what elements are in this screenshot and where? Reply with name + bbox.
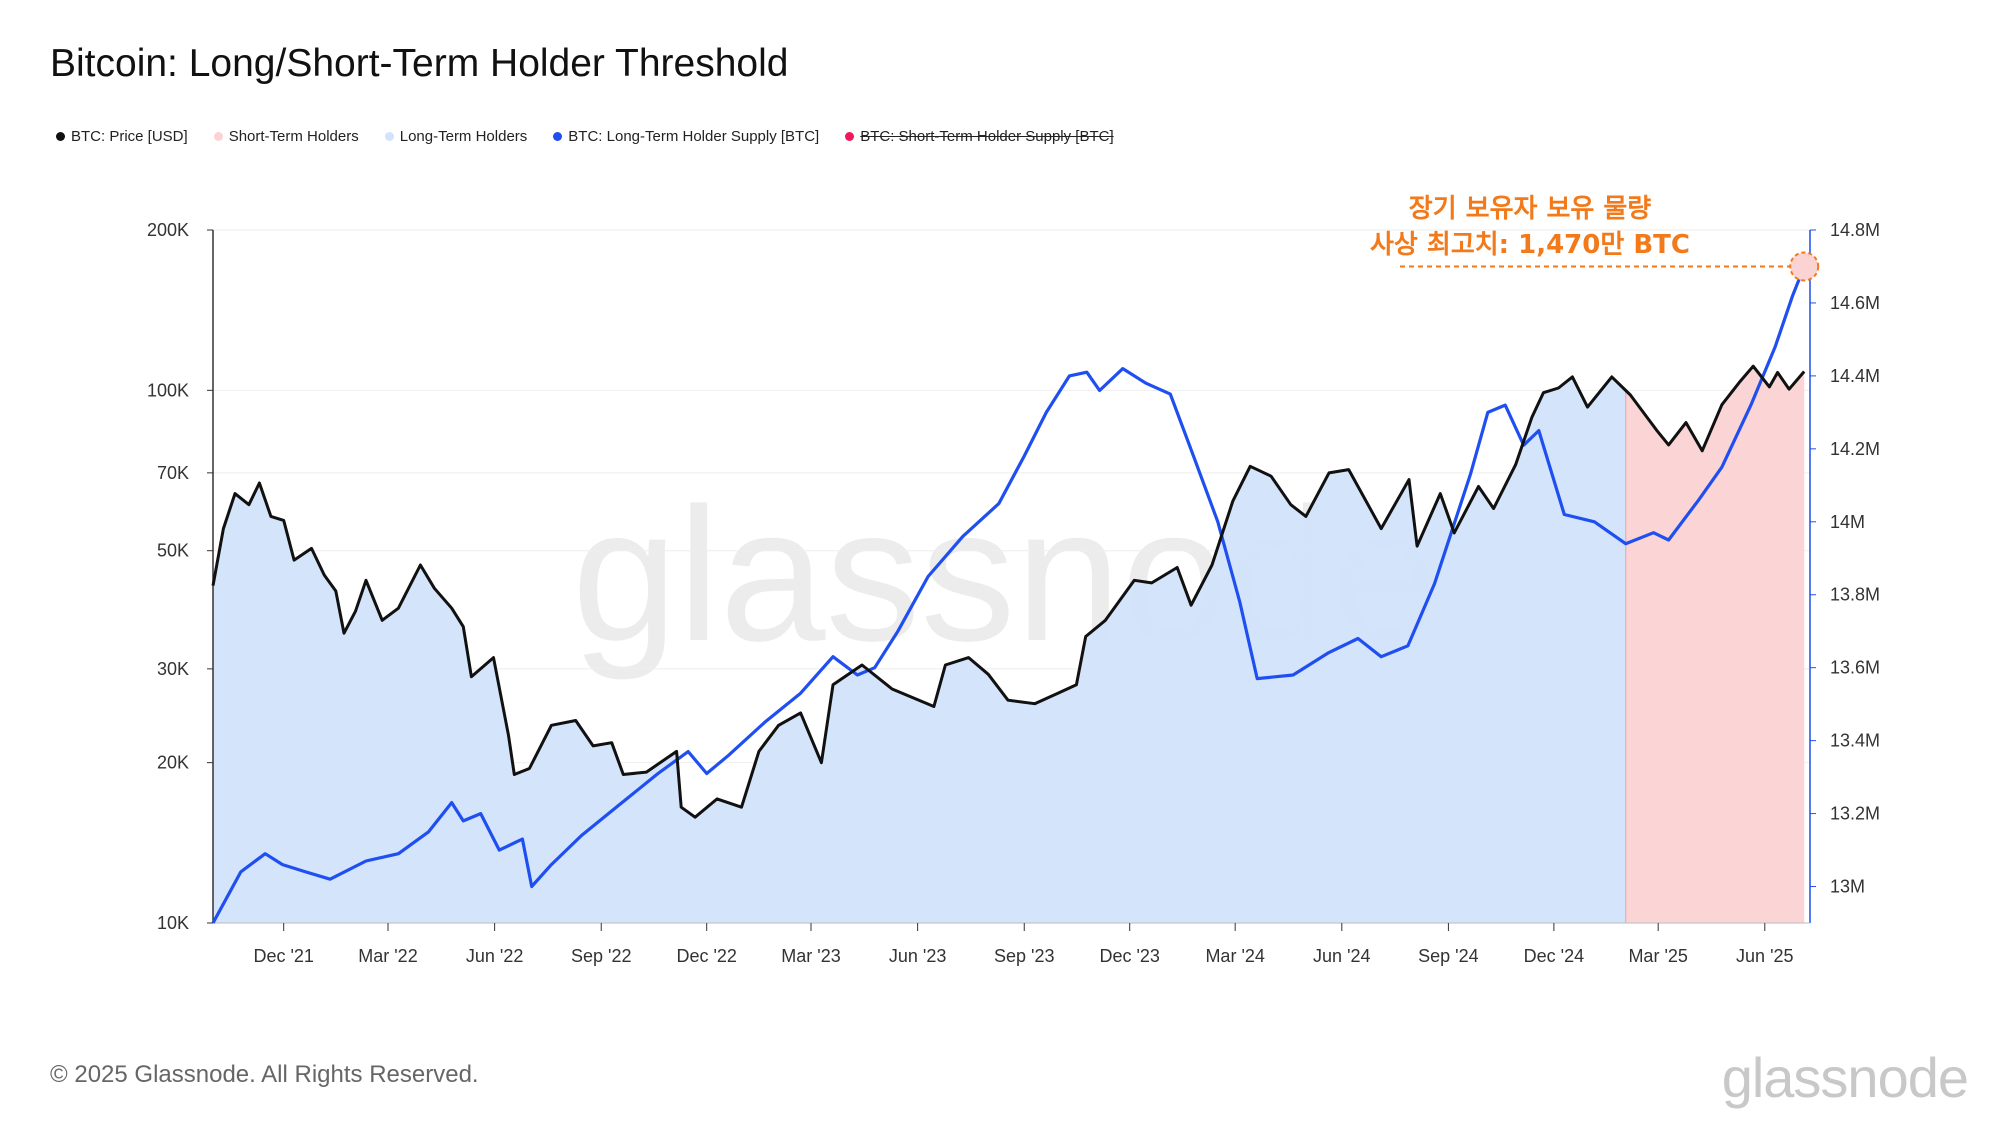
- legend-label: Long-Term Holders: [399, 128, 528, 145]
- x-tick-label: Jun '24: [1313, 946, 1370, 966]
- x-tick-label: Dec '22: [676, 946, 736, 966]
- legend-item[interactable]: BTC: Long-Term Holder Supply [BTC]: [553, 128, 819, 145]
- legend-label: BTC: Short-Term Holder Supply [BTC]: [860, 128, 1114, 145]
- y-left-tick-label: 100K: [147, 380, 189, 400]
- legend-dot-icon: [845, 132, 855, 141]
- y-right-tick-label: 14.6M: [1830, 293, 1880, 313]
- copyright-footer: © 2025 Glassnode. All Rights Reserved.: [50, 1061, 479, 1088]
- legend-dot-icon: [56, 132, 65, 141]
- chart: glassnode10K20K30K50K70K100K200K13M13.2M…: [147, 194, 1880, 966]
- legend-item[interactable]: Short-Term Holders: [213, 128, 359, 145]
- legend-item[interactable]: Long-Term Holders: [384, 128, 528, 145]
- y-right-tick-label: 13.4M: [1830, 731, 1880, 751]
- y-right-tick-label: 14.2M: [1830, 439, 1880, 459]
- y-left-tick-label: 20K: [157, 753, 189, 773]
- legend-item[interactable]: BTC: Short-Term Holder Supply [BTC]: [845, 128, 1114, 145]
- short-term-holders-area: [1625, 366, 1805, 923]
- legend-dot-icon: [384, 132, 394, 141]
- x-tick-label: Sep '23: [994, 946, 1055, 966]
- y-left-tick-label: 200K: [147, 220, 189, 240]
- y-right-tick-label: 14.8M: [1830, 220, 1880, 240]
- legend-label: BTC: Long-Term Holder Supply [BTC]: [568, 128, 820, 145]
- long-term-holders-area: [213, 376, 1626, 923]
- y-right-tick-label: 14M: [1830, 512, 1865, 532]
- btc-price-line: [211, 364, 1806, 819]
- annotation-text: 장기 보유자 보유 물량: [1409, 194, 1652, 224]
- x-tick-label: Mar '24: [1205, 946, 1264, 966]
- lth-supply-line: [211, 265, 1806, 924]
- y-right-tick-label: 13.8M: [1830, 585, 1880, 605]
- legend-label: BTC: Price [USD]: [71, 128, 188, 145]
- legend-label: Short-Term Holders: [228, 128, 359, 145]
- y-left-tick-label: 70K: [157, 463, 189, 483]
- x-tick-label: Jun '23: [889, 946, 946, 966]
- x-tick-label: Jun '22: [466, 946, 523, 966]
- y-right-tick-label: 13M: [1830, 877, 1865, 897]
- page-title: Bitcoin: Long/Short-Term Holder Threshol…: [50, 42, 789, 85]
- x-tick-label: Mar '22: [358, 946, 417, 966]
- legend-dot-icon: [213, 132, 223, 141]
- y-left-tick-label: 50K: [157, 541, 189, 561]
- glassnode-logo: glassnode: [1721, 1046, 1969, 1109]
- x-tick-label: Dec '23: [1099, 946, 1159, 966]
- x-tick-label: Sep '24: [1418, 946, 1479, 966]
- x-tick-label: Sep '22: [571, 946, 632, 966]
- x-tick-label: Mar '25: [1628, 946, 1687, 966]
- y-right-tick-label: 13.6M: [1830, 658, 1880, 678]
- x-tick-label: Dec '24: [1524, 946, 1584, 966]
- y-right-tick-label: 13.2M: [1830, 804, 1880, 824]
- annotation-text: 사상 최고치: 1,470만 BTC: [1370, 230, 1690, 260]
- legend: BTC: Price [USD] Short-Term Holders Long-T…: [56, 128, 1114, 145]
- y-right-tick-label: 14.4M: [1830, 366, 1880, 386]
- legend-item[interactable]: BTC: Price [USD]: [56, 128, 188, 145]
- x-tick-label: Dec '21: [253, 946, 313, 966]
- legend-dot-icon: [553, 132, 563, 141]
- x-tick-label: Mar '23: [781, 946, 840, 966]
- y-left-tick-label: 10K: [157, 913, 189, 933]
- y-left-tick-label: 30K: [157, 659, 189, 679]
- ath-marker-icon: [1789, 251, 1820, 282]
- x-tick-label: Jun '25: [1736, 946, 1793, 966]
